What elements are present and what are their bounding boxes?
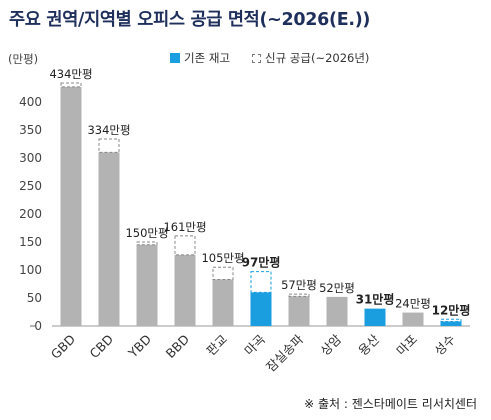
bar-new-supply <box>174 235 196 256</box>
data-label: 31만평 <box>356 292 395 307</box>
legend-label-new: 신규 공급(~2026년) <box>264 51 370 65</box>
y-tick-label: 350 <box>19 123 42 137</box>
bar-existing <box>402 312 424 326</box>
y-tick-label: 200 <box>19 207 42 221</box>
bar-existing <box>364 308 386 326</box>
data-label: 12만평 <box>432 302 471 317</box>
x-tick-label: 마포 <box>393 332 420 359</box>
legend-swatch-new <box>251 53 261 63</box>
x-tick-label: GBD <box>48 332 78 362</box>
data-label: 161만평 <box>163 220 206 234</box>
data-label: 52만평 <box>319 281 355 295</box>
y-tick-label: 50 <box>27 291 42 305</box>
y-tick-label: 150 <box>19 235 42 249</box>
bar-new-supply <box>136 241 158 246</box>
y-axis-unit: (만평) <box>8 52 39 66</box>
x-tick-label: 마곡 <box>241 332 268 359</box>
bar-new-supply <box>440 318 462 323</box>
data-label: 57만평 <box>281 278 317 292</box>
source-note: ※ 출처 : 젠스타메이트 리서치센터 <box>304 397 477 411</box>
x-tick-label: CBD <box>86 332 116 362</box>
bar-existing <box>136 244 158 326</box>
bar-existing <box>60 86 82 326</box>
x-tick-label: 용산 <box>355 331 382 358</box>
x-tick-label: YBD <box>125 332 155 362</box>
y-tick-label: 300 <box>19 151 42 165</box>
x-tick-label: 상암 <box>317 331 344 358</box>
legend-item-new: 신규 공급(~2026년) <box>251 50 370 66</box>
x-tick-label: BBD <box>163 332 193 362</box>
bar-existing <box>98 152 120 326</box>
chart-title: 주요 권역/지역별 오피스 공급 면적(~2026(E.)) <box>9 10 371 30</box>
bar-new-supply <box>212 266 234 281</box>
y-tick-label: 400 <box>19 95 42 109</box>
data-label: 24만평 <box>395 297 431 311</box>
bar-new-supply <box>98 138 120 153</box>
legend-label-existing: 기존 재고 <box>184 51 230 65</box>
bar-existing <box>212 279 234 326</box>
x-tick-label: 잠실송파 <box>263 331 306 374</box>
legend-swatch-existing <box>170 53 180 63</box>
bar-existing <box>288 296 310 326</box>
bar-existing <box>326 296 348 326</box>
data-label: 150만평 <box>125 226 168 240</box>
x-tick-label: 성수 <box>431 332 458 359</box>
legend-item-existing: 기존 재고 <box>170 50 230 66</box>
y-tick-label: 0 <box>34 319 42 333</box>
x-tick-label: 판교 <box>203 332 230 359</box>
y-tick-label: 100 <box>19 263 42 277</box>
data-label: 105만평 <box>201 251 244 265</box>
bar-new-supply <box>250 271 272 293</box>
bar-new-supply <box>60 82 82 88</box>
data-label: 334만평 <box>87 123 130 137</box>
legend: 기존 재고 신규 공급(~2026년) <box>170 50 391 66</box>
bar-existing <box>250 292 272 326</box>
bar-existing <box>174 254 196 326</box>
data-label: 434만평 <box>49 67 92 81</box>
bar-existing <box>440 321 462 326</box>
y-tick-label: 250 <box>19 179 42 193</box>
bar-new-supply <box>288 293 310 297</box>
data-label: 97만평 <box>242 255 281 270</box>
